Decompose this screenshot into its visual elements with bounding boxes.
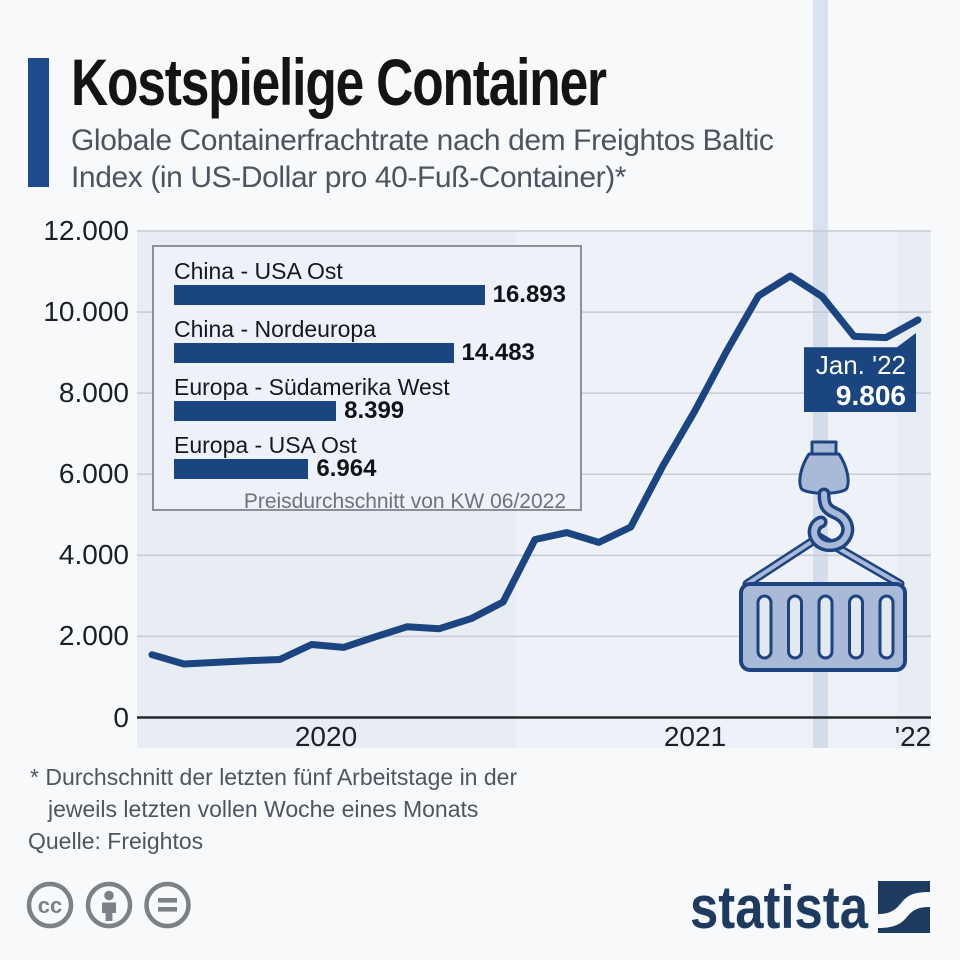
source-label: Quelle: Freightos <box>28 828 204 854</box>
bar-value-label: 16.893 <box>492 281 566 308</box>
y-tick-label: 0 <box>113 701 129 733</box>
inset-bar-group: China - USA Ost 16.893 <box>174 258 566 308</box>
license-icons: cc <box>26 881 191 929</box>
bar <box>174 285 485 305</box>
no-derivatives-icon <box>144 881 191 929</box>
y-tick-label: 10.000 <box>43 296 129 328</box>
inset-caption: Preisdurchschnitt von KW 06/2022 <box>243 490 566 513</box>
y-tick-label: 4.000 <box>58 539 129 571</box>
page-title: Kostspielige Container <box>71 45 607 119</box>
x-tick-label: '22 <box>894 721 932 752</box>
y-tick-label: 6.000 <box>58 458 129 490</box>
bar-row: 8.399 <box>174 397 566 424</box>
x-tick-label: 2021 <box>663 721 727 752</box>
bar-category-label: Europa - USA Ost <box>174 432 357 458</box>
statista-logo: statista <box>690 876 930 938</box>
y-tick-label: 2.000 <box>58 620 129 652</box>
bar-category-label: China - USA Ost <box>174 258 343 284</box>
footnote-line-2: jeweils letzten vollen Woche eines Monat… <box>48 796 479 822</box>
bar-row: 16.893 <box>174 281 566 308</box>
bar <box>174 401 337 421</box>
inset-bar-group: Europa - USA Ost 6.964 <box>174 432 566 482</box>
callout-value: 9.806 <box>835 380 906 411</box>
y-tick-label: 8.000 <box>58 377 129 409</box>
inset-bar-chart: China - USA Ost 16.893 China - Nordeuropa 1… <box>152 245 582 513</box>
bar-category-label: Europa - Südamerika West <box>174 374 450 400</box>
inset-bar-group: Europa - Südamerika West 8.399 <box>174 374 566 424</box>
bar-value-label: 14.483 <box>461 339 535 366</box>
title-accent-bar <box>28 58 49 187</box>
crane-hook-block <box>798 452 850 495</box>
attribution-person-glyph <box>102 890 116 921</box>
inset-bar-group: China - Nordeuropa 14.483 <box>174 316 566 366</box>
container-slots <box>756 594 895 660</box>
callout-month: Jan. '22 <box>815 350 906 380</box>
bar <box>174 343 454 363</box>
statista-wordmark: statista <box>690 876 869 938</box>
bar-value-label: 8.399 <box>344 397 405 424</box>
cc-glyph: cc <box>38 893 62 918</box>
inset-bars: China - USA Ost 16.893 China - Nordeuropa 1… <box>174 258 566 482</box>
equals-glyph <box>158 898 177 912</box>
hook-curl <box>811 491 851 549</box>
footnote: * Durchschnitt der letzten fünf Arbeitst… <box>30 761 517 825</box>
bar-category-label: China - Nordeuropa <box>174 316 377 342</box>
statista-logo-mark <box>878 881 930 933</box>
bar-row: 6.964 <box>174 455 566 482</box>
bar-row: 14.483 <box>174 339 566 366</box>
crane-container-icon <box>739 440 907 672</box>
y-tick-label: 12.000 <box>43 215 129 246</box>
bar-value-label: 6.964 <box>316 455 377 482</box>
attribution-icon <box>85 881 133 929</box>
x-tick-label: 2020 <box>294 721 358 752</box>
bar <box>174 459 309 479</box>
page-subtitle: Globale Containerfrachtrate nach dem Fre… <box>71 124 774 194</box>
footnote-line-1: * Durchschnitt der letzten fünf Arbeitst… <box>30 764 518 790</box>
cc-icon <box>26 881 74 929</box>
